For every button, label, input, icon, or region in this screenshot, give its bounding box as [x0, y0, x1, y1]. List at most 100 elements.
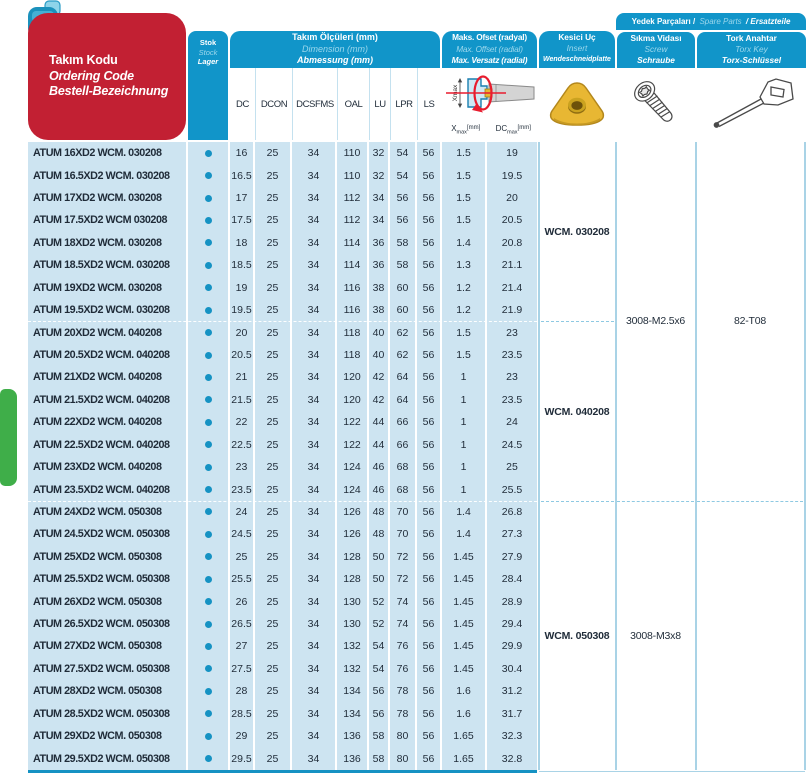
- row-stock-cell: [188, 231, 228, 255]
- stock-dot: [204, 149, 212, 157]
- row-value-cell: 36: [369, 231, 388, 255]
- row-value-cell: 19.5: [230, 298, 253, 322]
- row-value-cell: 28.9: [487, 590, 537, 613]
- row-ordering-code: ATUM 18.5XD2 WCM. 030208: [28, 254, 186, 277]
- row-value-cell: 19.5: [487, 164, 537, 187]
- row-value-cell: 56: [417, 231, 440, 255]
- row-value-cell: 54: [369, 657, 388, 681]
- row-value-cell: 25: [255, 545, 290, 569]
- column-header-ls: LS: [417, 68, 440, 140]
- dimension-subcolumn-headers: DC DCON DCSFMS OAL LU LPR LS: [230, 68, 440, 140]
- row-value-cell: 21: [230, 366, 253, 389]
- row-stock-cell: [188, 186, 228, 210]
- stock-dot: [204, 216, 212, 224]
- row-value-cell: 25: [255, 433, 290, 456]
- stock-dot: [204, 642, 212, 650]
- spare-parts-header: Yedek Parçaları / Spare Parts / Ersatzte…: [616, 13, 806, 30]
- stock-label-de: Lager: [197, 57, 219, 66]
- row-value-cell: 34: [292, 209, 335, 232]
- ordering-code-title-tr: Takım Kodu: [49, 53, 118, 67]
- row-value-cell: 34: [292, 612, 335, 636]
- row-value-cell: 56: [417, 568, 440, 591]
- row-value-cell: 34: [292, 680, 335, 703]
- row-value-cell: 34: [292, 343, 335, 367]
- row-value-cell: 1: [442, 478, 485, 501]
- table-bottom-border-light: [539, 770, 805, 772]
- row-value-cell: 21.9: [487, 298, 537, 322]
- row-value-cell: 56: [390, 186, 415, 210]
- row-value-cell: 56: [417, 500, 440, 524]
- row-value-cell: 56: [417, 523, 440, 546]
- row-value-cell: 1.5: [442, 186, 485, 210]
- row-value-cell: 36: [369, 254, 388, 277]
- stock-dot: [204, 530, 212, 538]
- row-ordering-code: ATUM 24XD2 WCM. 050308: [28, 500, 186, 524]
- row-value-cell: 16: [230, 142, 253, 165]
- row-value-cell: 1.3: [442, 254, 485, 277]
- screw-label-de: Schraube: [637, 55, 675, 65]
- row-value-cell: 34: [292, 164, 335, 187]
- row-value-cell: 32.3: [487, 724, 537, 748]
- row-ordering-code: ATUM 26XD2 WCM. 050308: [28, 590, 186, 613]
- row-value-cell: 80: [390, 747, 415, 770]
- row-value-cell: 25: [255, 186, 290, 210]
- row-value-cell: 1.45: [442, 635, 485, 658]
- stock-column-header: Stok Stock Lager: [188, 31, 228, 140]
- row-value-cell: 68: [390, 455, 415, 479]
- row-value-cell: 28: [230, 680, 253, 703]
- row-value-cell: 1: [442, 366, 485, 389]
- stock-dot: [204, 194, 212, 202]
- stock-label-en: Stock: [198, 47, 218, 57]
- row-stock-cell: [188, 164, 228, 187]
- torx-label-de: Torx-Schlüssel: [721, 55, 782, 65]
- row-value-cell: 1: [442, 433, 485, 456]
- row-value-cell: 34: [292, 724, 335, 748]
- row-ordering-code: ATUM 25.5XD2 WCM. 050308: [28, 568, 186, 591]
- row-value-cell: 25: [255, 724, 290, 748]
- row-value-cell: 56: [417, 343, 440, 367]
- screw-label-en: Screw: [644, 44, 668, 54]
- stock-dot: [204, 598, 212, 606]
- dimensions-label-de: Abmessung (mm): [296, 55, 373, 65]
- row-value-cell: 25: [255, 747, 290, 770]
- row-value-cell: 25: [255, 702, 290, 725]
- stock-dot: [204, 553, 212, 561]
- dimensions-label-en: Dimension (mm): [301, 43, 368, 54]
- row-value-cell: 56: [417, 254, 440, 277]
- row-stock-cell: [188, 209, 228, 232]
- row-value-cell: 25.5: [230, 568, 253, 591]
- row-ordering-code: ATUM 29.5XD2 WCM. 050308: [28, 747, 186, 770]
- stock-dot: [204, 239, 212, 247]
- row-value-cell: 25: [255, 343, 290, 367]
- row-value-cell: 34: [292, 747, 335, 770]
- row-value-cell: 56: [417, 433, 440, 456]
- row-value-cell: 28.4: [487, 568, 537, 591]
- row-value-cell: 1.45: [442, 657, 485, 681]
- row-ordering-code: ATUM 23.5XD2 WCM. 040208: [28, 478, 186, 501]
- row-value-cell: 56: [417, 366, 440, 389]
- row-value-cell: 60: [390, 298, 415, 322]
- row-value-cell: 34: [292, 186, 335, 210]
- row-value-cell: 24.5: [230, 523, 253, 546]
- row-ordering-code: ATUM 29XD2 WCM. 050308: [28, 724, 186, 748]
- row-value-cell: 25: [255, 411, 290, 434]
- row-value-cell: 34: [292, 455, 335, 479]
- column-header-oal: OAL: [337, 68, 369, 140]
- insert-code-group2: WCM. 040208: [540, 321, 614, 500]
- row-value-cell: 56: [417, 186, 440, 210]
- row-stock-cell: [188, 276, 228, 299]
- row-value-cell: 40: [369, 321, 388, 344]
- row-value-cell: 24: [230, 500, 253, 524]
- row-ordering-code: ATUM 25XD2 WCM. 050308: [28, 545, 186, 569]
- row-value-cell: 34: [292, 635, 335, 658]
- row-value-cell: 1.2: [442, 276, 485, 299]
- row-value-cell: 34: [292, 657, 335, 681]
- row-value-cell: 118: [337, 321, 367, 344]
- row-value-cell: 58: [369, 724, 388, 748]
- ordering-code-title-en: Ordering Code: [49, 68, 134, 83]
- row-value-cell: 56: [417, 747, 440, 770]
- page-edge-tab: [0, 389, 17, 486]
- insert-image-cell: [539, 68, 615, 140]
- row-value-cell: 34: [292, 254, 335, 277]
- row-value-cell: 25: [255, 298, 290, 322]
